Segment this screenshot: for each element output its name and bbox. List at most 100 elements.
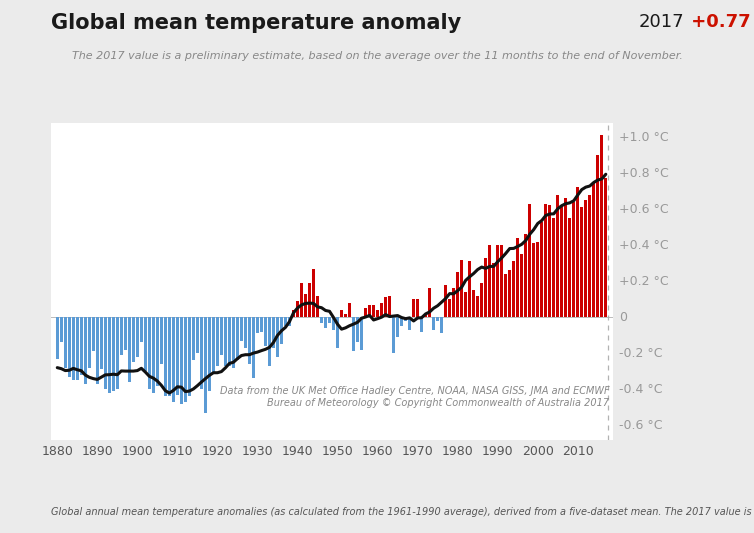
Bar: [581, 207, 584, 317]
Bar: [180, 317, 183, 403]
Bar: [132, 317, 135, 362]
Bar: [188, 317, 191, 397]
Bar: [472, 290, 475, 317]
Bar: [260, 317, 263, 332]
Bar: [316, 296, 319, 317]
Bar: [256, 317, 259, 334]
Bar: [56, 317, 59, 359]
Bar: [172, 317, 175, 402]
Bar: [236, 317, 239, 360]
Text: +0.6 °C: +0.6 °C: [619, 203, 669, 215]
Bar: [372, 304, 375, 317]
Bar: [452, 288, 455, 317]
Bar: [480, 283, 483, 317]
Text: The 2017 value is a preliminary estimate, based on the average over the 11 month: The 2017 value is a preliminary estimate…: [72, 51, 682, 61]
Bar: [477, 296, 480, 317]
Bar: [569, 218, 572, 317]
Bar: [212, 317, 215, 373]
Text: Global mean temperature anomaly: Global mean temperature anomaly: [51, 13, 461, 34]
Bar: [300, 283, 303, 317]
Bar: [593, 182, 596, 317]
Bar: [72, 317, 75, 380]
Text: Data from the UK Met Office Hadley Centre, NOAA, NASA GISS, JMA and ECMWF
Bureau: Data from the UK Met Office Hadley Centr…: [219, 386, 609, 408]
Bar: [464, 292, 467, 317]
Bar: [404, 317, 407, 321]
Text: 2017: 2017: [639, 13, 685, 31]
Bar: [196, 317, 199, 353]
Bar: [552, 218, 555, 317]
Bar: [512, 261, 515, 317]
Text: +0.8 °C: +0.8 °C: [619, 166, 669, 180]
Bar: [408, 317, 411, 330]
Bar: [364, 308, 367, 317]
Bar: [332, 317, 335, 330]
Bar: [584, 200, 587, 317]
Bar: [529, 204, 532, 317]
Bar: [312, 269, 315, 317]
Bar: [440, 317, 443, 334]
Bar: [384, 297, 387, 317]
Bar: [144, 317, 147, 372]
Bar: [272, 317, 275, 348]
Bar: [500, 245, 503, 317]
Bar: [87, 317, 90, 368]
Bar: [556, 195, 559, 317]
Bar: [496, 245, 499, 317]
Bar: [280, 317, 283, 344]
Bar: [76, 317, 79, 380]
Bar: [596, 155, 599, 317]
Text: Global annual mean temperature anomalies (as calculated from the 1961-1990 avera: Global annual mean temperature anomalies…: [51, 507, 754, 517]
Bar: [192, 317, 195, 360]
Bar: [488, 245, 491, 317]
Bar: [64, 317, 67, 368]
Bar: [139, 317, 143, 342]
Bar: [516, 238, 520, 317]
Bar: [456, 272, 459, 317]
Bar: [304, 294, 307, 317]
Bar: [548, 206, 551, 317]
Bar: [576, 188, 579, 317]
Bar: [116, 317, 119, 389]
Bar: [392, 317, 395, 353]
Bar: [104, 317, 107, 389]
Bar: [160, 317, 163, 364]
Bar: [152, 317, 155, 393]
Bar: [336, 317, 339, 348]
Bar: [80, 317, 83, 375]
Bar: [588, 195, 591, 317]
Bar: [284, 317, 287, 326]
Bar: [424, 316, 427, 317]
Bar: [536, 241, 539, 317]
Bar: [504, 274, 507, 317]
Bar: [572, 202, 575, 317]
Bar: [308, 283, 311, 317]
Bar: [604, 179, 607, 317]
Text: +1.0 °C: +1.0 °C: [619, 131, 669, 143]
Bar: [320, 317, 323, 322]
Bar: [276, 317, 279, 357]
Bar: [356, 317, 359, 342]
Bar: [68, 317, 71, 377]
Bar: [84, 317, 87, 384]
Bar: [460, 260, 463, 317]
Bar: [232, 317, 235, 368]
Bar: [292, 310, 295, 317]
Bar: [128, 317, 131, 382]
Bar: [388, 296, 391, 317]
Bar: [108, 317, 111, 393]
Bar: [396, 317, 399, 337]
Bar: [540, 222, 543, 317]
Bar: [600, 135, 603, 317]
Bar: [444, 285, 447, 317]
Bar: [248, 317, 251, 364]
Bar: [436, 317, 439, 321]
Bar: [120, 317, 123, 355]
Bar: [224, 317, 227, 366]
Bar: [324, 317, 327, 328]
Bar: [252, 317, 255, 378]
Bar: [360, 317, 363, 350]
Bar: [208, 317, 211, 391]
Bar: [240, 317, 243, 341]
Text: +0.4 °C: +0.4 °C: [619, 239, 669, 252]
Bar: [520, 254, 523, 317]
